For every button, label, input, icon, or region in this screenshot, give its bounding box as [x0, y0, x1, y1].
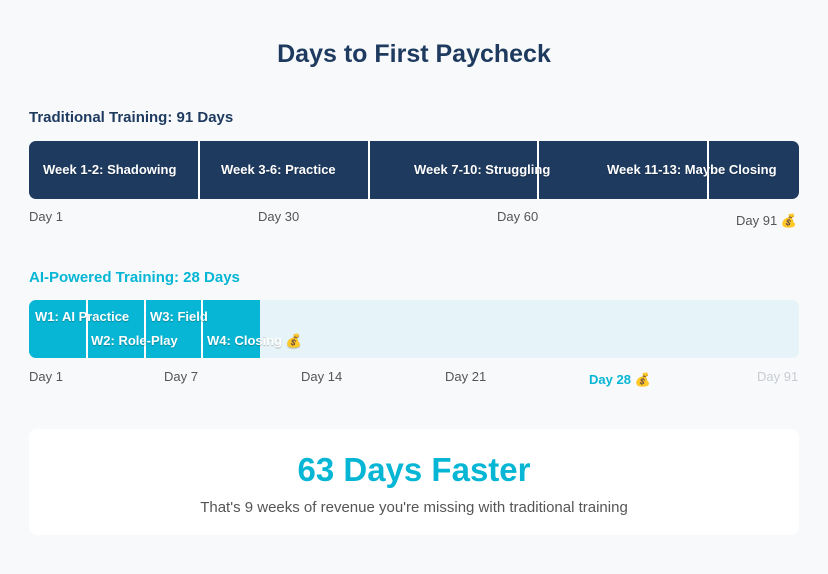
ai-heading: AI-Powered Training: 28 Days — [29, 269, 240, 286]
summary-text: That's 9 weeks of revenue you're missing… — [200, 499, 628, 516]
day-label: Day 1 — [29, 209, 63, 224]
phase-label: W4: Closing 💰 — [207, 333, 302, 348]
day-label: Day 30 — [258, 209, 300, 224]
day-label: Day 91 💰 — [736, 213, 797, 228]
phase-label: Week 1-2: Shadowing — [43, 162, 177, 177]
phase-label: W2: Role-Play — [91, 333, 178, 348]
summary-headline: 63 Days Faster — [297, 451, 531, 488]
summary-card: 63 Days Faster That's 9 weeks of revenue… — [29, 429, 799, 535]
traditional-timeline: Week 1-2: Shadowing Week 3-6: Practice W… — [29, 141, 799, 199]
page-title: Days to First Paycheck — [277, 40, 551, 68]
segment — [29, 300, 88, 358]
phase-label: Week 11-13: Maybe Closing — [607, 162, 777, 177]
day-label-highlight: Day 28 💰 — [589, 372, 651, 387]
segment — [370, 141, 539, 199]
day-label: Day 21 — [445, 369, 487, 384]
phase-label: W3: Field — [150, 309, 208, 324]
day-label: Day 91 — [757, 369, 799, 384]
day-label: Day 14 — [301, 369, 343, 384]
day-label: Day 7 — [164, 369, 198, 384]
segment — [146, 300, 203, 358]
segment — [88, 300, 146, 358]
segment — [200, 141, 370, 199]
segment — [29, 141, 200, 199]
traditional-heading: Traditional Training: 91 Days — [29, 109, 234, 126]
day-label: Day 60 — [497, 209, 539, 224]
day-label: Day 1 — [29, 369, 63, 384]
phase-label: W1: AI Practice — [35, 309, 130, 324]
segment — [203, 300, 260, 358]
segment — [539, 141, 709, 199]
phase-label: Week 3-6: Practice — [221, 162, 336, 177]
ai-timeline: W1: AI Practice W2: Role-Play W3: Field … — [29, 300, 799, 358]
phase-label: Week 7-10: Struggling — [414, 162, 551, 177]
